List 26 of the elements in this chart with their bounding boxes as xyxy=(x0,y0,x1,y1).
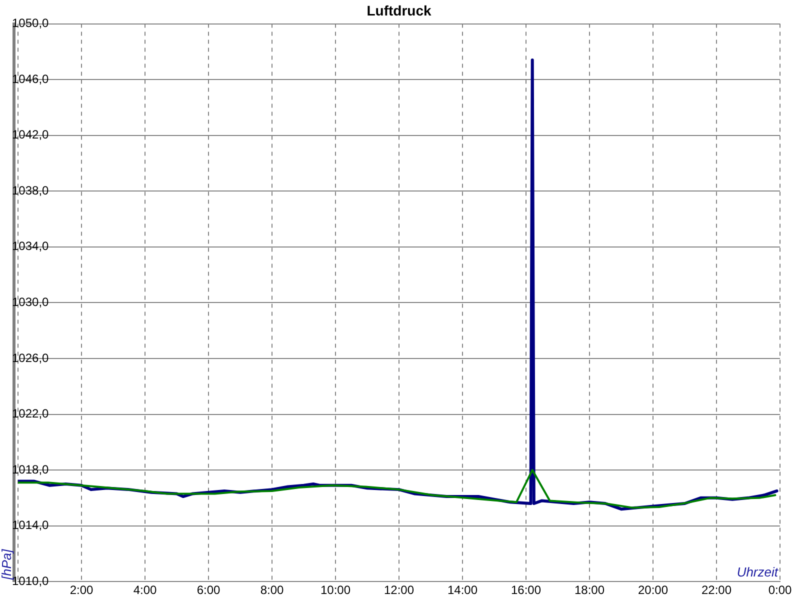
x-tick-label: 20:00 xyxy=(638,583,668,598)
y-tick-label: 1014,0 xyxy=(12,518,50,532)
y-tick-label: 1046,0 xyxy=(12,72,50,86)
x-tick-label: 14:00 xyxy=(447,583,478,598)
x-tick-label: 0:00 xyxy=(768,583,792,598)
y-tick-label: 1010,0 xyxy=(12,574,50,588)
y-tick-label: 1030,0 xyxy=(12,295,50,310)
x-tick-label: 10:00 xyxy=(320,583,351,598)
x-tick-label: 4:00 xyxy=(133,583,157,598)
x-tick-label: 22:00 xyxy=(701,583,732,598)
y-axis-title: [hPa] xyxy=(0,548,14,581)
y-tick-label: 1018,0 xyxy=(12,462,50,476)
x-axis-title: Uhrzeit xyxy=(736,564,780,580)
chart-title: Luftdruck xyxy=(366,2,432,18)
y-tick-label: 1050,0 xyxy=(12,16,50,30)
x-tick-label: 16:00 xyxy=(510,583,542,598)
x-tick-label: 2:00 xyxy=(70,583,94,598)
x-tick-label: 18:00 xyxy=(574,583,605,598)
y-tick-label: 1022,0 xyxy=(12,406,50,421)
y-tick-label: 1026,0 xyxy=(12,350,50,365)
x-tick-label: 8:00 xyxy=(260,583,284,598)
y-tick-label: 1034,0 xyxy=(12,239,50,254)
x-tick-label: 12:00 xyxy=(384,583,414,598)
x-tick-label: 6:00 xyxy=(196,583,220,598)
y-tick-label: 1038,0 xyxy=(12,183,50,198)
y-tick-label: 1042,0 xyxy=(12,128,50,142)
